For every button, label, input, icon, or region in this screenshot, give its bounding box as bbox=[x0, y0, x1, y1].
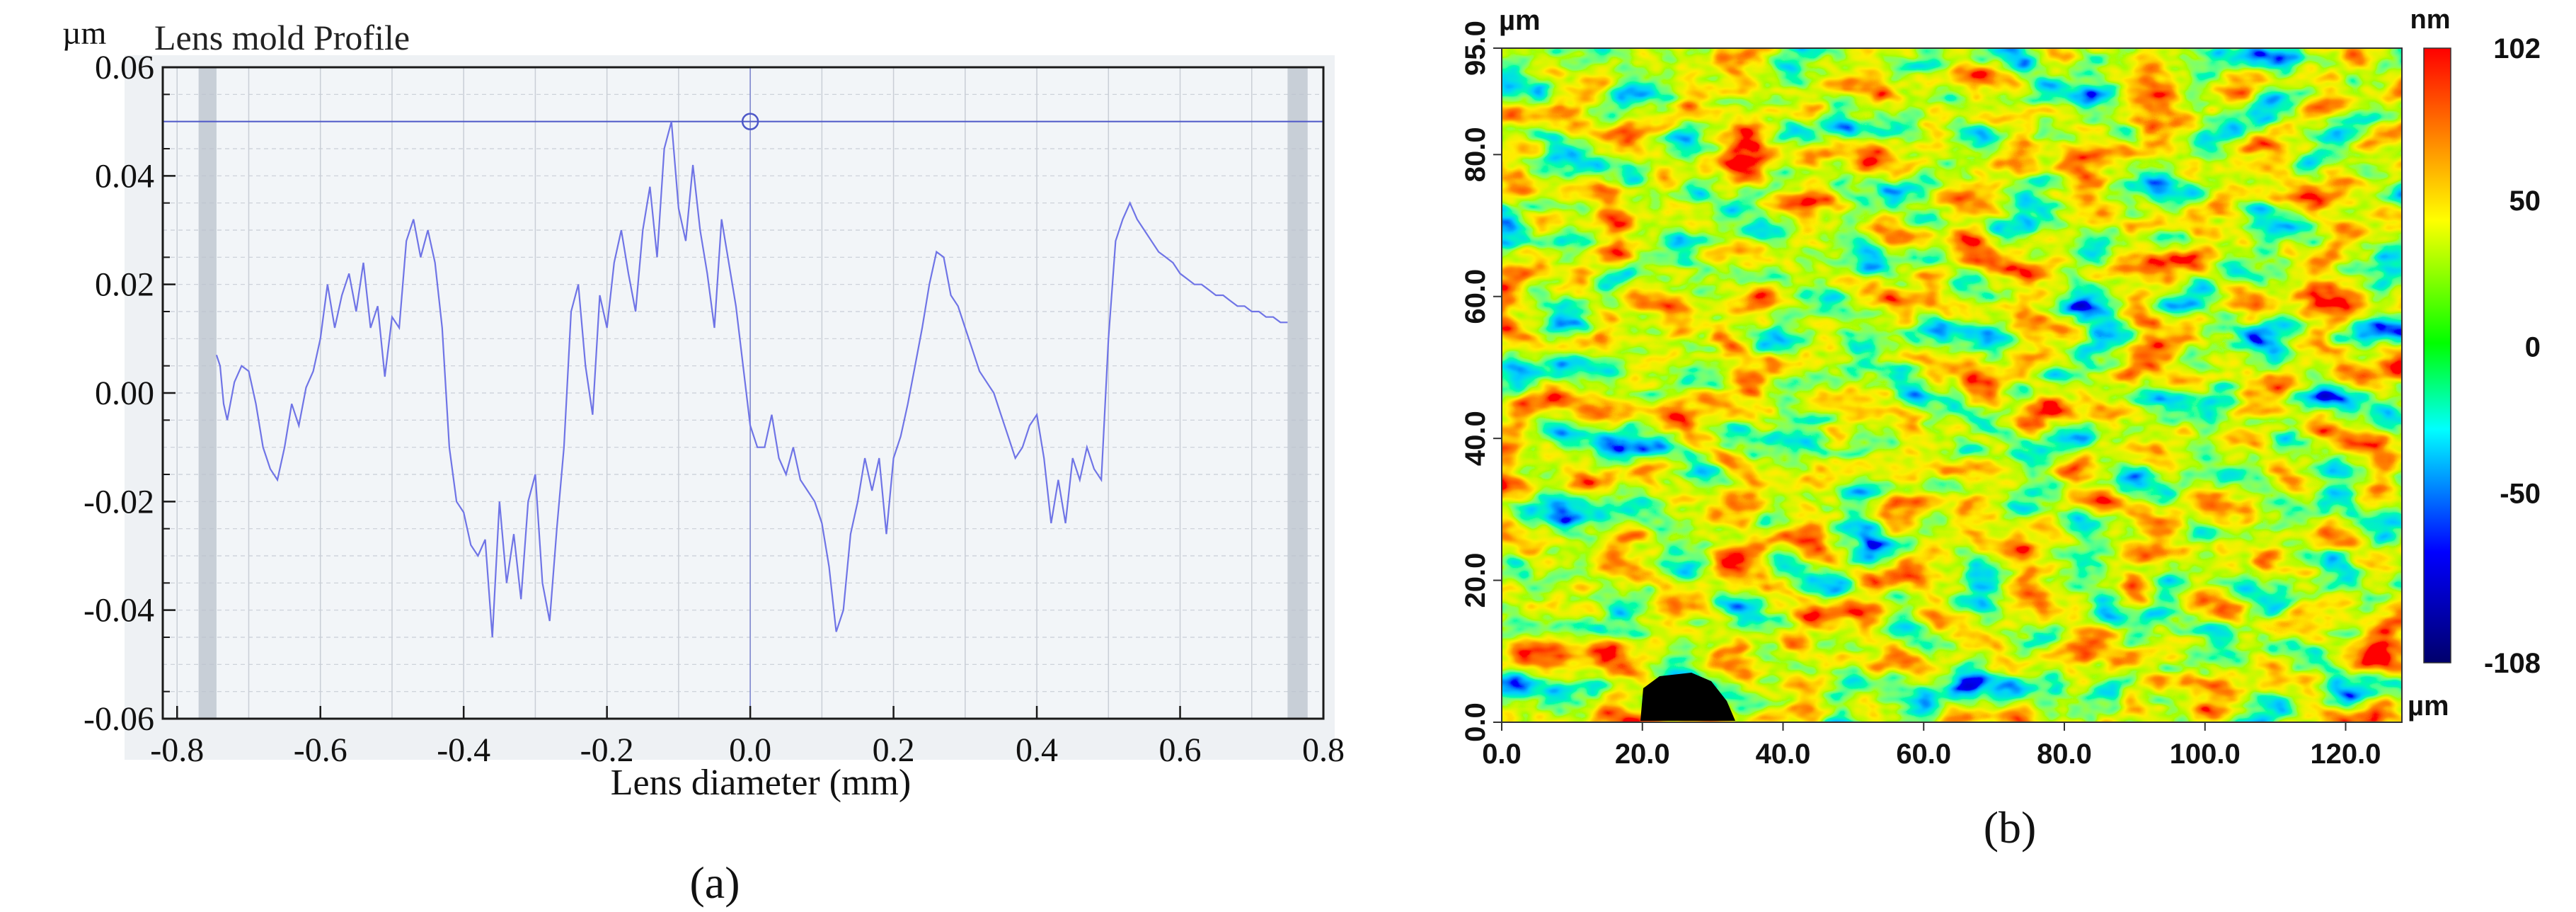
heatmap-x-tick-label: 80.0 bbox=[2037, 739, 2092, 770]
x-tick-label: -0.2 bbox=[580, 731, 634, 769]
x-tick-label: -0.6 bbox=[294, 731, 347, 769]
x-axis-label: Lens diameter (mm) bbox=[611, 763, 912, 803]
x-tick-label: 0.8 bbox=[1302, 731, 1345, 769]
heatmap-x-tick-label: 60.0 bbox=[1896, 739, 1951, 770]
heatmap-x-ticks: 0.0 20.0 40.0 60.0 80.0 100.0 120.0 bbox=[1482, 722, 2381, 770]
heatmap-y-tick-label: 0.0 bbox=[1460, 702, 1491, 742]
heatmap-y-tick-label: 80.0 bbox=[1460, 127, 1491, 182]
y-tick-label: -0.02 bbox=[84, 483, 154, 520]
heatmap-y-ticks: 0.0 20.0 40.0 60.0 80.0 95.0 bbox=[1460, 21, 1502, 742]
y-unit-label: µm bbox=[62, 15, 107, 51]
y-tick-label: -0.06 bbox=[84, 700, 154, 738]
colorbar-tick-label: 50 bbox=[2509, 186, 2541, 217]
colorbar-tick-label: -108 bbox=[2484, 648, 2541, 679]
y-tick-label: -0.04 bbox=[84, 592, 154, 629]
x-tick-label: 0.6 bbox=[1159, 731, 1202, 769]
edge-band bbox=[1287, 67, 1308, 719]
profile-series-line bbox=[215, 121, 1288, 638]
colorbar-tick-label: 0 bbox=[2525, 332, 2541, 363]
y-axis-ticks: 0.06 0.04 0.02 0.00 -0.02 -0.04 -0.06 bbox=[84, 49, 176, 738]
heatmap-frame bbox=[1501, 47, 2403, 723]
edge-band bbox=[198, 67, 217, 719]
colorbar-unit: nm bbox=[2410, 5, 2451, 35]
heatmap-x-tick-label: 120.0 bbox=[2310, 739, 2381, 770]
heatmap-y-tick-label: 95.0 bbox=[1460, 21, 1491, 76]
y-tick-label: 0.04 bbox=[95, 157, 154, 195]
x-axis-ticks: -0.8 -0.6 -0.4 -0.2 0.0 0.2 0.4 0.6 0.8 bbox=[150, 706, 1345, 769]
panel-a-caption: (a) bbox=[689, 857, 740, 908]
x-tick-label: -0.4 bbox=[437, 731, 490, 769]
heatmap-x-tick-label: 20.0 bbox=[1615, 739, 1670, 770]
colorbar-tick-label: 102 bbox=[2493, 33, 2541, 64]
heatmap-x-tick-label: 100.0 bbox=[2170, 739, 2241, 770]
heatmap-image bbox=[1502, 48, 2402, 722]
heatmap-y-tick-label: 20.0 bbox=[1460, 553, 1491, 608]
heatmap-y-tick-label: 60.0 bbox=[1460, 269, 1491, 324]
x-tick-label: 0.0 bbox=[729, 731, 771, 769]
y-tick-label: 0.02 bbox=[95, 266, 154, 304]
peak-marker bbox=[741, 113, 759, 130]
heatmap-x-tick-label: 40.0 bbox=[1756, 739, 1811, 770]
colorbar bbox=[2423, 47, 2451, 663]
chart-title: Lens mold Profile bbox=[154, 18, 410, 57]
heatmap-x-tick-label: 0.0 bbox=[1482, 739, 1522, 770]
panel-b-caption: (b) bbox=[1984, 802, 2037, 853]
heatmap-y-unit: µm bbox=[1499, 5, 1541, 36]
x-tick-label: -0.8 bbox=[150, 731, 204, 769]
heatmap-x-unit: µm bbox=[2408, 690, 2449, 722]
x-tick-label: 0.4 bbox=[1016, 731, 1058, 769]
colorbar-ticks: 102 50 0 -50 -108 bbox=[2484, 33, 2541, 679]
heatmap-y-tick-label: 40.0 bbox=[1460, 411, 1491, 466]
grid-lines bbox=[163, 67, 1323, 719]
y-tick-label: 0.06 bbox=[95, 49, 154, 86]
y-tick-label: 0.00 bbox=[95, 375, 154, 412]
x-tick-label: 0.2 bbox=[873, 731, 915, 769]
surface-heatmap: 0.0 20.0 40.0 60.0 80.0 100.0 120.0 0.0 20.0 40.… bbox=[1460, 5, 2541, 853]
edge-bands bbox=[198, 67, 1308, 719]
colorbar-tick-label: -50 bbox=[2500, 478, 2541, 509]
defect-region bbox=[1640, 673, 1735, 721]
profile-chart: 0.06 0.04 0.02 0.00 -0.02 -0.04 -0.06 -0.8 -0.6… bbox=[62, 15, 1345, 908]
